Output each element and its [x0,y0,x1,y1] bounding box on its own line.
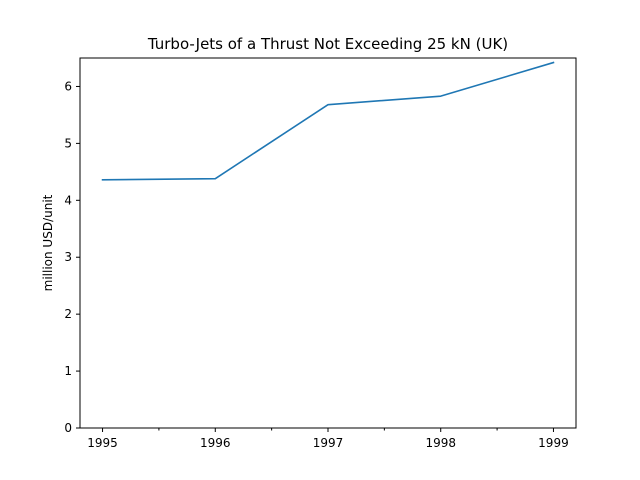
plot-frame [79,57,577,429]
y-axis-label: million USD/unit [41,194,55,291]
x-tick-label: 1995 [87,436,118,450]
y-tick-label: 2 [64,307,72,321]
y-tick-label: 5 [64,136,72,150]
y-tick-label: 6 [64,79,72,93]
y-tick-label: 1 [64,364,72,378]
y-tick-label: 3 [64,250,72,264]
x-tick-label: 1999 [538,436,569,450]
y-tick-label: 0 [64,421,72,435]
series-line [101,61,555,181]
x-tick-label: 1998 [425,436,456,450]
x-axis: 1995 1996 1997 1998 1999 [87,428,569,450]
y-tick-label: 4 [64,193,72,207]
x-tick-label: 1996 [200,436,231,450]
y-axis: 0 1 2 3 4 5 6 [64,79,80,435]
chart-title: Turbo-Jets of a Thrust Not Exceeding 25 … [147,35,508,53]
x-tick-label: 1997 [313,436,344,450]
series-layer [101,61,555,181]
